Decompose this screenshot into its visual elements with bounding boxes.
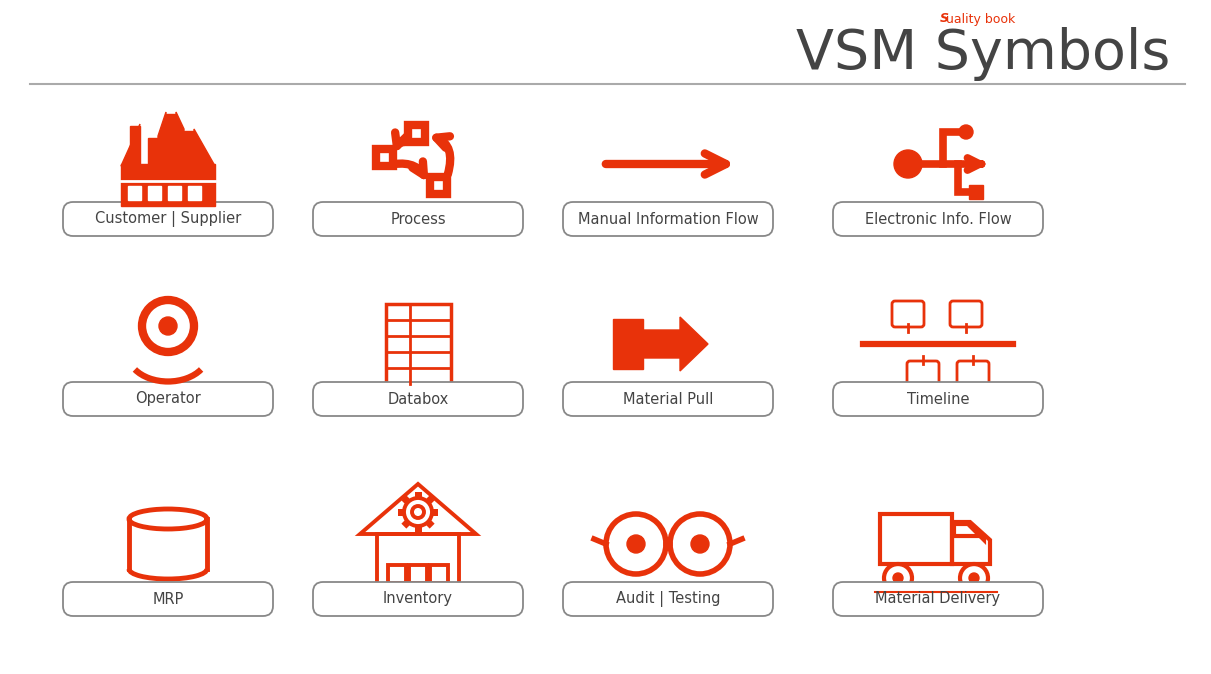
Circle shape	[893, 573, 903, 583]
FancyBboxPatch shape	[563, 382, 773, 416]
Bar	[148, 138, 157, 166]
Text: Databox: Databox	[388, 392, 448, 406]
Text: Material Delivery: Material Delivery	[876, 592, 1000, 607]
Text: Process: Process	[390, 212, 446, 226]
Text: Audit | Testing: Audit | Testing	[615, 591, 721, 607]
Bar	[388, 565, 406, 583]
Bar	[375, 149, 394, 166]
Circle shape	[159, 317, 177, 335]
Bar	[166, 114, 176, 166]
FancyBboxPatch shape	[312, 202, 523, 236]
FancyBboxPatch shape	[833, 382, 1043, 416]
Bar	[434, 508, 438, 516]
Bar	[130, 126, 140, 166]
Text: Customer | Supplier: Customer | Supplier	[94, 211, 241, 227]
FancyBboxPatch shape	[563, 202, 773, 236]
FancyBboxPatch shape	[833, 582, 1043, 616]
Text: MRP: MRP	[153, 592, 184, 607]
Bar	[426, 495, 435, 504]
Bar	[401, 520, 409, 528]
Bar	[880, 514, 952, 564]
FancyBboxPatch shape	[63, 582, 272, 616]
Circle shape	[894, 150, 922, 178]
FancyBboxPatch shape	[312, 382, 523, 416]
Polygon shape	[157, 112, 166, 166]
FancyBboxPatch shape	[563, 582, 773, 616]
Bar	[414, 492, 421, 497]
Bar	[184, 131, 194, 166]
Bar	[430, 177, 447, 194]
FancyBboxPatch shape	[63, 382, 272, 416]
Bar	[121, 164, 216, 206]
Text: Electronic Info. Flow: Electronic Info. Flow	[865, 212, 1011, 226]
Bar	[408, 125, 425, 142]
Bar	[401, 495, 409, 504]
Bar	[426, 520, 435, 528]
Bar	[168, 186, 180, 200]
Text: VSM Symbols: VSM Symbols	[796, 27, 1170, 81]
Bar	[148, 186, 161, 200]
Circle shape	[969, 573, 978, 583]
Polygon shape	[121, 124, 140, 166]
Bar	[128, 186, 140, 200]
Circle shape	[627, 535, 645, 553]
Bar	[430, 565, 448, 583]
Bar	[969, 185, 983, 199]
Circle shape	[959, 125, 972, 139]
Bar	[613, 319, 643, 369]
Bar	[414, 527, 421, 532]
FancyBboxPatch shape	[312, 582, 523, 616]
FancyBboxPatch shape	[833, 202, 1043, 236]
FancyBboxPatch shape	[63, 202, 272, 236]
Polygon shape	[643, 317, 708, 371]
Bar	[377, 534, 459, 586]
Text: Inventory: Inventory	[383, 592, 453, 607]
Text: uality book: uality book	[946, 13, 1015, 26]
Text: Operator: Operator	[136, 392, 201, 406]
Bar	[409, 565, 427, 583]
Text: Material Pull: Material Pull	[622, 392, 713, 406]
Bar	[188, 186, 201, 200]
Bar	[398, 508, 403, 516]
Bar	[385, 304, 450, 384]
Text: S: S	[940, 13, 949, 26]
Polygon shape	[176, 112, 184, 166]
Polygon shape	[194, 129, 216, 166]
Text: Manual Information Flow: Manual Information Flow	[578, 212, 758, 226]
Circle shape	[691, 535, 708, 553]
Text: Timeline: Timeline	[907, 392, 969, 406]
